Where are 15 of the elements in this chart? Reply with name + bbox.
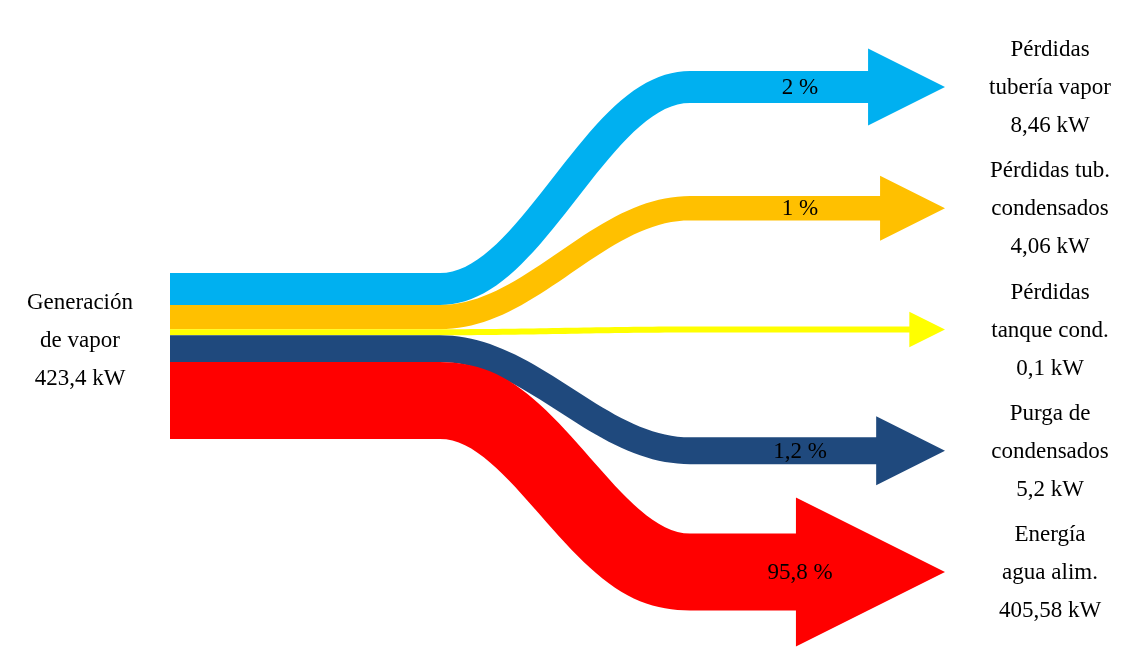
data-label: 0,1 kW (1016, 354, 1085, 380)
data-label: 5,2 kW (1016, 475, 1085, 501)
text: 95,8 % (767, 559, 833, 584)
category-label: Energía agua alim. (1002, 521, 1098, 584)
data-label: 8,46 kW (1010, 112, 1090, 137)
category-label: Pérdidas tubería vapor (989, 36, 1112, 99)
data-label: 4,06 kW (1010, 233, 1090, 259)
text: 1,2 % (773, 437, 827, 463)
text: Generación de vapor 423,4 kW (27, 289, 134, 390)
data-label: 405,58 kW (998, 597, 1102, 622)
text: 2 % (781, 74, 819, 99)
category-label: Pérdidas tanque cond. (991, 278, 1109, 342)
category-label: Purga de condensados (991, 399, 1109, 463)
category-label: Pérdidas tub. condensados (989, 157, 1111, 221)
text: 1 % (781, 195, 819, 221)
